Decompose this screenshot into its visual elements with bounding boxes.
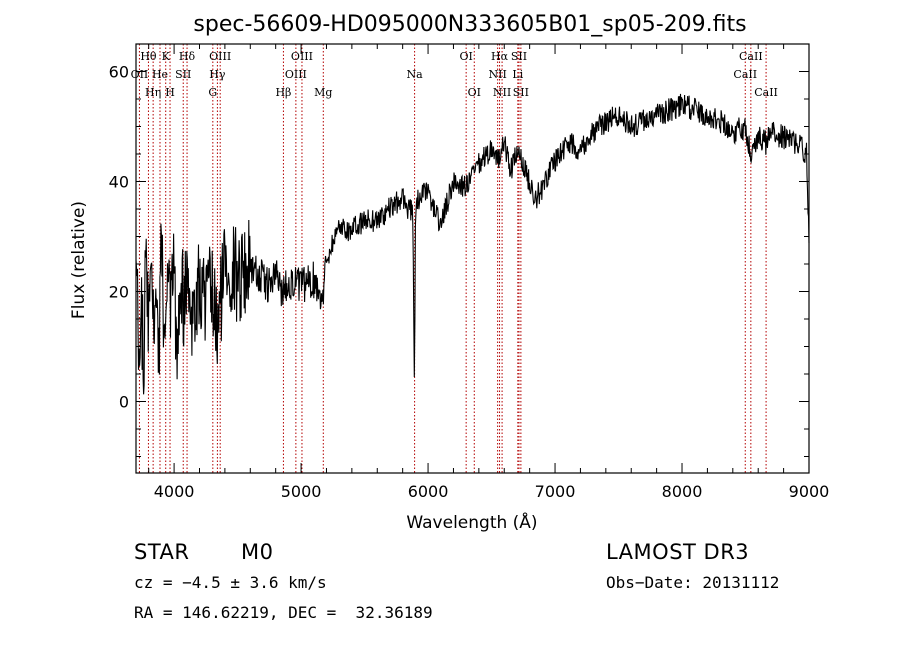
x-tick-label: 7000: [535, 482, 576, 501]
line-label: K: [162, 50, 171, 63]
x-tick-label: 4000: [154, 482, 195, 501]
line-label: G: [208, 86, 217, 99]
line-label: Mg: [314, 86, 332, 99]
y-axis: 0 20 40 60: [109, 63, 809, 457]
line-label: CaII: [754, 86, 778, 99]
y-tick-label: 0: [119, 393, 129, 412]
line-label: Hδ: [179, 50, 196, 63]
x-tick-label: 8000: [662, 482, 703, 501]
y-tick-label: 60: [109, 63, 129, 82]
line-label: OII: [131, 68, 149, 81]
line-label: NII: [488, 68, 506, 81]
line-label: Na: [407, 68, 424, 81]
sky-coordinates: RA = 146.62219, DEC = 32.36189: [134, 603, 433, 622]
y-tick-label: 20: [109, 283, 129, 302]
x-axis: 4000 5000 6000 7000 8000 9000: [148, 44, 830, 501]
line-label: NII: [493, 86, 511, 99]
line-label: OI: [459, 50, 472, 63]
line-labels: OIIHθHηHeKHSIIHδGHγOIIIHβOIIIOIIIMgNaOIO…: [131, 50, 778, 99]
object-subclass: M0: [241, 540, 274, 564]
line-label: CaII: [733, 68, 757, 81]
survey-name: LAMOST DR3: [606, 540, 750, 564]
line-label: SII: [511, 50, 527, 63]
line-label: Li: [512, 68, 523, 81]
line-label: Hγ: [209, 68, 226, 81]
line-label: OIII: [285, 68, 307, 81]
line-label: CaII: [739, 50, 763, 63]
plot-frame: [135, 43, 810, 474]
line-label: OIII: [291, 50, 313, 63]
line-label: Hβ: [275, 86, 291, 99]
line-markers: [138, 44, 767, 473]
x-axis-label: Wavelength (Å): [406, 511, 537, 533]
observation-date: Obs−Date: 20131112: [606, 573, 780, 592]
line-label: H: [165, 86, 175, 99]
spectrum-line: [135, 93, 810, 395]
line-label: OI: [468, 86, 481, 99]
x-tick-label: 5000: [281, 482, 322, 501]
line-label: SII: [175, 68, 191, 81]
line-label: OIII: [209, 50, 231, 63]
line-label: Hη: [145, 86, 161, 99]
line-label: Hθ: [140, 50, 157, 63]
chart-title: spec-56609-HD095000N333605B01_sp05-209.f…: [193, 12, 746, 37]
y-tick-label: 40: [109, 173, 129, 192]
line-label: Hα: [491, 50, 509, 63]
object-class: STAR: [134, 540, 190, 564]
x-tick-label: 6000: [408, 482, 449, 501]
line-label: SII: [513, 86, 529, 99]
line-label: He: [152, 68, 168, 81]
y-axis-label: Flux (relative): [69, 201, 89, 319]
redshift-velocity: cz = −4.5 ± 3.6 km/s: [134, 573, 327, 592]
x-tick-label: 9000: [789, 482, 830, 501]
